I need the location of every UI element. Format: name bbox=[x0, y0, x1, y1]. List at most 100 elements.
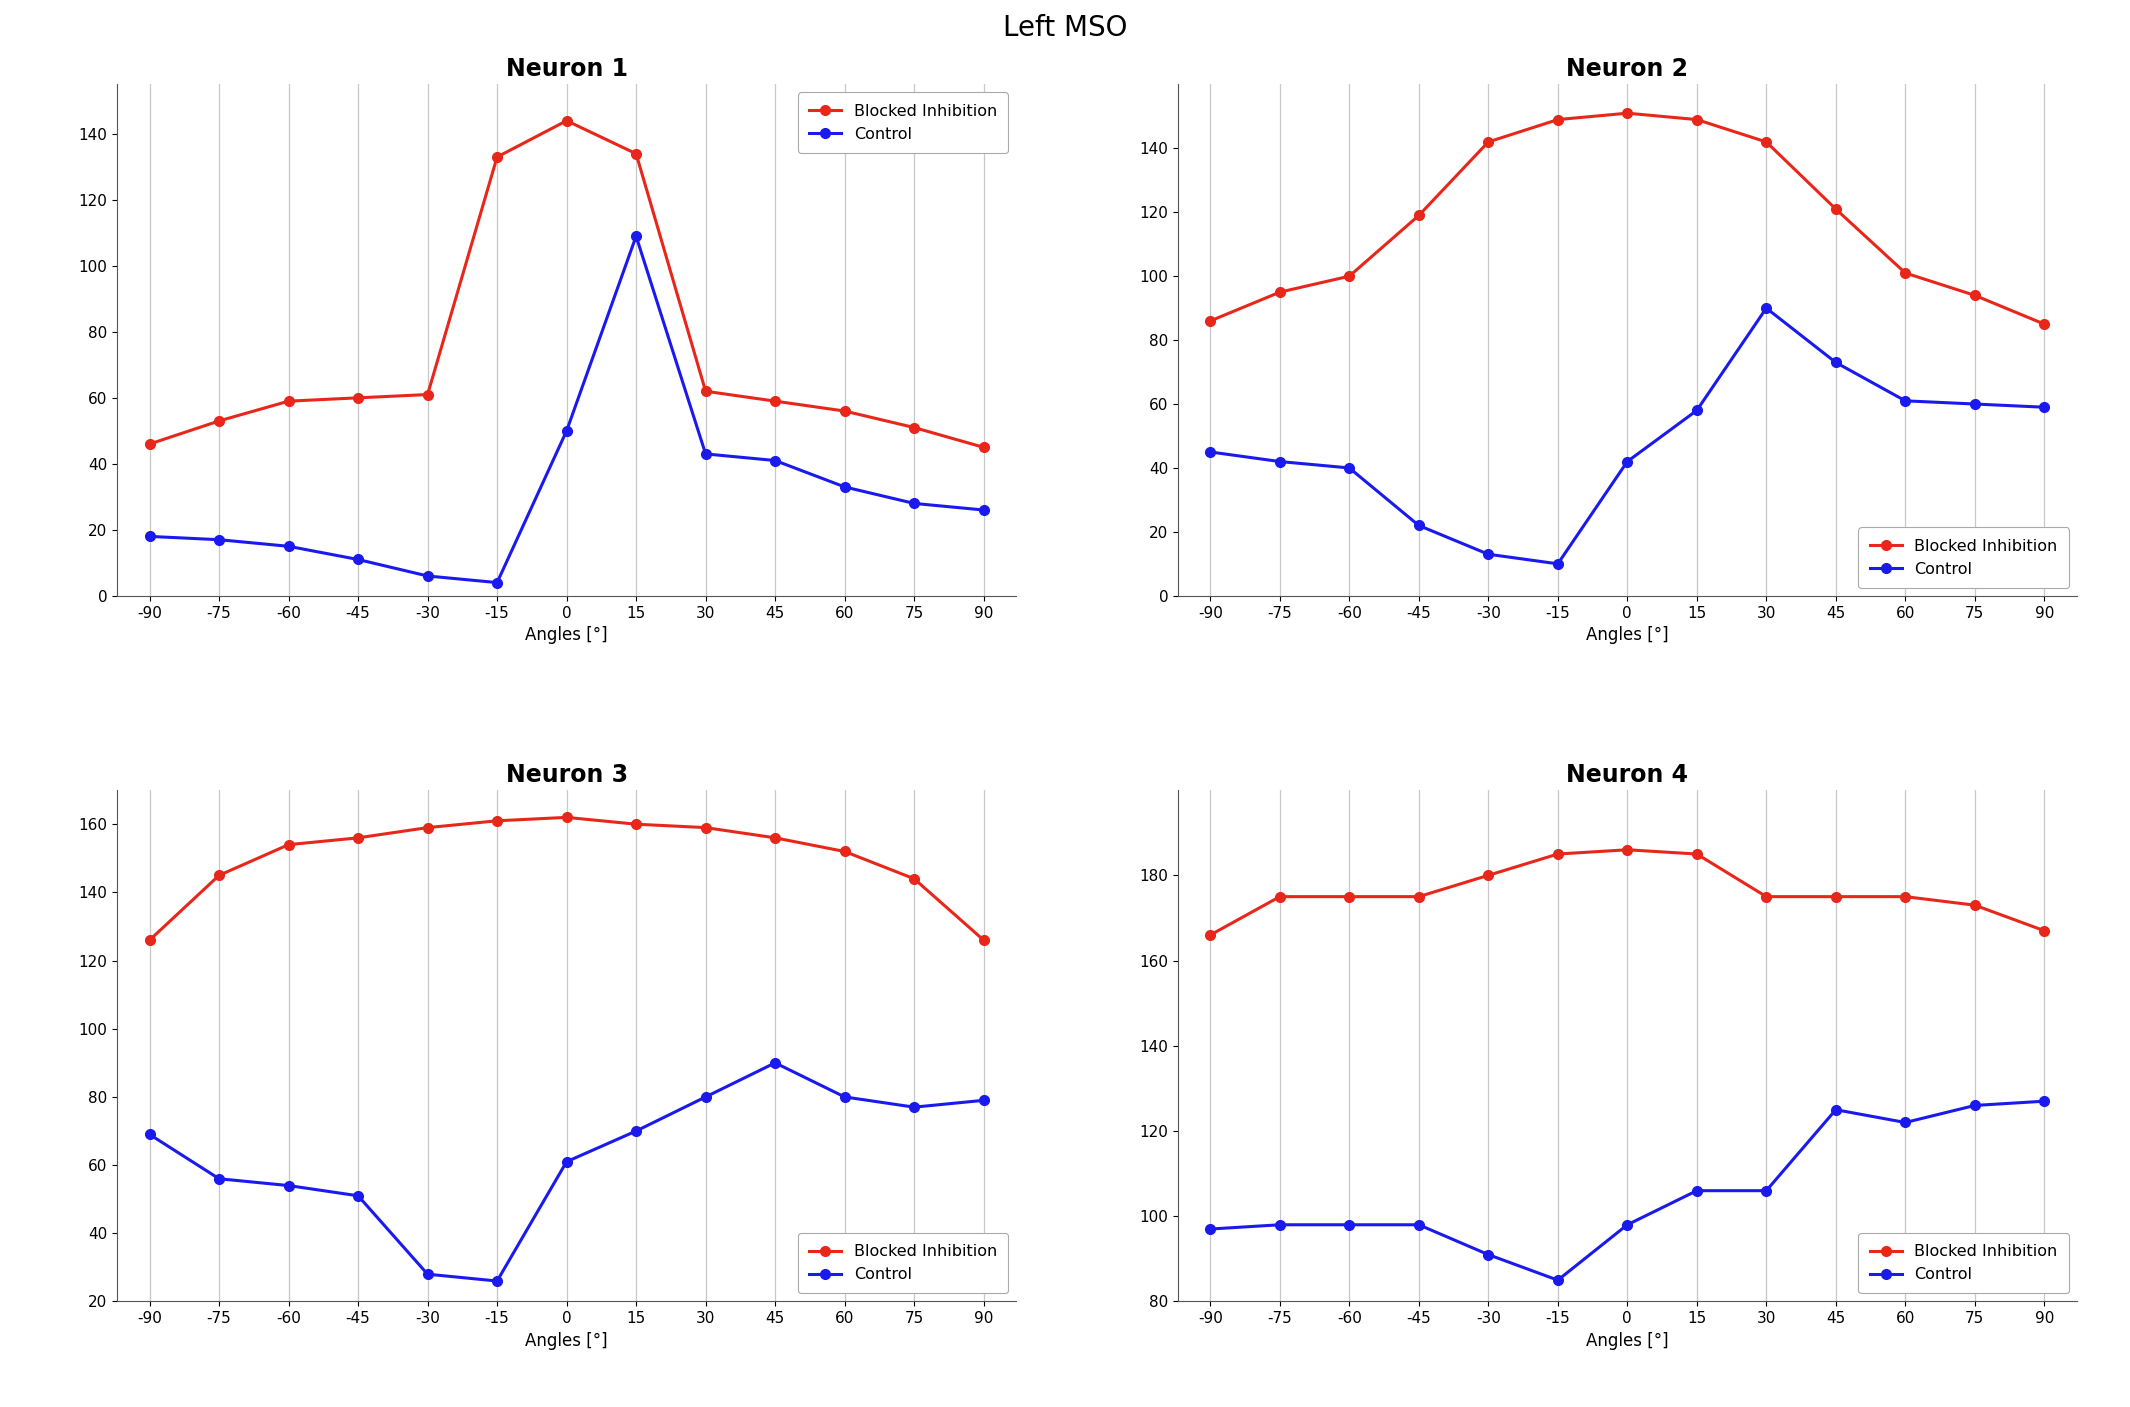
Control bbox=[1406, 1216, 1431, 1233]
Blocked Inhibition bbox=[624, 816, 650, 833]
Text: Left MSO: Left MSO bbox=[1003, 14, 1127, 42]
Line: Blocked Inhibition: Blocked Inhibition bbox=[1206, 108, 2049, 329]
Blocked Inhibition bbox=[1267, 284, 1293, 301]
Line: Control: Control bbox=[145, 231, 988, 588]
Blocked Inhibition bbox=[1615, 104, 1640, 121]
X-axis label: Angles [°]: Angles [°] bbox=[526, 1332, 607, 1349]
Control bbox=[1336, 1216, 1361, 1233]
Blocked Inhibition bbox=[275, 836, 300, 853]
Blocked Inhibition bbox=[901, 871, 927, 888]
Title: Neuron 4: Neuron 4 bbox=[1566, 763, 1689, 787]
Blocked Inhibition bbox=[1406, 207, 1431, 224]
Legend: Blocked Inhibition, Control: Blocked Inhibition, Control bbox=[1859, 528, 2068, 588]
Blocked Inhibition bbox=[1685, 111, 1710, 128]
Blocked Inhibition bbox=[1336, 888, 1361, 905]
Legend: Blocked Inhibition, Control: Blocked Inhibition, Control bbox=[799, 1233, 1007, 1293]
Blocked Inhibition bbox=[1615, 841, 1640, 858]
Blocked Inhibition bbox=[345, 390, 371, 407]
Blocked Inhibition bbox=[554, 809, 579, 826]
Control bbox=[1962, 1097, 1987, 1114]
Blocked Inhibition bbox=[1962, 896, 1987, 913]
Line: Control: Control bbox=[145, 1058, 988, 1286]
Blocked Inhibition bbox=[136, 436, 162, 453]
Control bbox=[763, 452, 788, 469]
Control bbox=[1962, 395, 1987, 412]
Title: Neuron 1: Neuron 1 bbox=[505, 58, 628, 82]
Blocked Inhibition bbox=[345, 829, 371, 846]
Line: Control: Control bbox=[1206, 304, 2049, 568]
Control bbox=[692, 446, 718, 463]
Control bbox=[484, 1272, 509, 1289]
Blocked Inhibition bbox=[1476, 867, 1502, 884]
Control bbox=[275, 1178, 300, 1195]
Blocked Inhibition bbox=[763, 829, 788, 846]
Blocked Inhibition bbox=[207, 412, 232, 429]
X-axis label: Angles [°]: Angles [°] bbox=[1587, 1332, 1668, 1349]
Blocked Inhibition bbox=[136, 931, 162, 948]
Blocked Inhibition bbox=[1894, 265, 1919, 281]
Control bbox=[207, 532, 232, 549]
Blocked Inhibition bbox=[1823, 201, 1849, 218]
Blocked Inhibition bbox=[1544, 846, 1570, 862]
Control bbox=[901, 1099, 927, 1116]
Blocked Inhibition bbox=[2032, 923, 2058, 940]
Legend: Blocked Inhibition, Control: Blocked Inhibition, Control bbox=[799, 93, 1007, 153]
Control bbox=[1685, 402, 1710, 419]
Control bbox=[2032, 398, 2058, 415]
Control bbox=[763, 1054, 788, 1071]
Control bbox=[484, 574, 509, 591]
Blocked Inhibition bbox=[1544, 111, 1570, 128]
Blocked Inhibition bbox=[1894, 888, 1919, 905]
Blocked Inhibition bbox=[1406, 888, 1431, 905]
Control bbox=[2032, 1093, 2058, 1110]
Control bbox=[1267, 1216, 1293, 1233]
Control bbox=[1476, 1247, 1502, 1263]
Blocked Inhibition bbox=[692, 819, 718, 836]
Blocked Inhibition bbox=[901, 419, 927, 436]
Control bbox=[833, 478, 858, 495]
Control bbox=[624, 228, 650, 245]
X-axis label: Angles [°]: Angles [°] bbox=[526, 626, 607, 644]
Blocked Inhibition bbox=[415, 386, 441, 402]
Blocked Inhibition bbox=[484, 149, 509, 166]
Control bbox=[1544, 556, 1570, 573]
Control bbox=[345, 552, 371, 568]
Blocked Inhibition bbox=[1823, 888, 1849, 905]
Blocked Inhibition bbox=[1197, 927, 1223, 944]
Legend: Blocked Inhibition, Control: Blocked Inhibition, Control bbox=[1859, 1233, 2068, 1293]
Line: Control: Control bbox=[1206, 1096, 2049, 1285]
Control bbox=[415, 1266, 441, 1283]
Blocked Inhibition bbox=[971, 439, 997, 456]
Blocked Inhibition bbox=[624, 145, 650, 162]
Title: Neuron 2: Neuron 2 bbox=[1566, 58, 1689, 82]
Control bbox=[1823, 355, 1849, 371]
Blocked Inhibition bbox=[1753, 134, 1779, 151]
Control bbox=[554, 422, 579, 439]
Blocked Inhibition bbox=[275, 393, 300, 409]
Control bbox=[1336, 460, 1361, 477]
Control bbox=[624, 1123, 650, 1140]
Blocked Inhibition bbox=[763, 393, 788, 409]
Blocked Inhibition bbox=[207, 867, 232, 884]
Control bbox=[1894, 393, 1919, 409]
Control bbox=[1615, 453, 1640, 470]
Blocked Inhibition bbox=[1336, 267, 1361, 284]
Control bbox=[207, 1171, 232, 1188]
Control bbox=[1267, 453, 1293, 470]
Blocked Inhibition bbox=[1685, 846, 1710, 862]
Blocked Inhibition bbox=[1753, 888, 1779, 905]
Control bbox=[1197, 1221, 1223, 1238]
Blocked Inhibition bbox=[554, 113, 579, 129]
Control bbox=[1197, 443, 1223, 460]
Title: Neuron 3: Neuron 3 bbox=[505, 763, 628, 787]
Control bbox=[554, 1154, 579, 1171]
Blocked Inhibition bbox=[1962, 287, 1987, 304]
Blocked Inhibition bbox=[692, 383, 718, 400]
Line: Blocked Inhibition: Blocked Inhibition bbox=[145, 115, 988, 452]
Control bbox=[415, 567, 441, 584]
X-axis label: Angles [°]: Angles [°] bbox=[1587, 626, 1668, 644]
Line: Blocked Inhibition: Blocked Inhibition bbox=[1206, 846, 2049, 940]
Control bbox=[901, 495, 927, 512]
Control bbox=[1894, 1114, 1919, 1131]
Blocked Inhibition bbox=[2032, 315, 2058, 332]
